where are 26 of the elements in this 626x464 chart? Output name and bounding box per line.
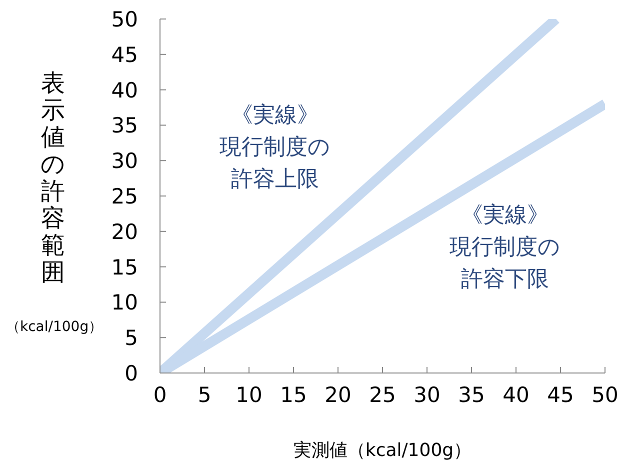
x-tick-label: 30 (414, 382, 440, 407)
y-tick-label: 20 (111, 220, 138, 244)
y-tick-label: 40 (111, 78, 138, 102)
y-tick-label: 25 (111, 184, 138, 208)
y-tick-label: 5 (124, 326, 138, 350)
x-tick-label: 45 (547, 382, 574, 407)
x-tick-label: 35 (458, 382, 485, 407)
x-tick-label: 20 (324, 382, 352, 407)
y-tick-label: 10 (111, 290, 138, 315)
x-tick-label: 0 (153, 382, 167, 407)
text: 表示値の許容範囲（kcal/100g） (6, 69, 103, 335)
y-tick-label: 35 (111, 114, 138, 138)
series-label: 《実線》現行制度の許容下限 (448, 202, 562, 294)
y-tick-label: 15 (111, 255, 138, 280)
y-tick-label: 50 (111, 7, 138, 32)
x-tick-label: 50 (592, 382, 618, 407)
x-tick-label: 5 (198, 382, 212, 407)
x-tick-label: 40 (502, 382, 530, 407)
y-tick-label: 45 (111, 42, 138, 67)
x-axis-title: 実測値（kcal/100g） (292, 439, 473, 462)
series-label: 《実線》現行制度の許容上限 (218, 102, 332, 194)
x-tick-label: 25 (369, 382, 396, 407)
x-tick-label: 15 (280, 382, 307, 407)
y-tick-label: 0 (124, 361, 138, 386)
y-tick-label: 30 (111, 149, 138, 174)
x-tick-label: 10 (236, 382, 262, 407)
